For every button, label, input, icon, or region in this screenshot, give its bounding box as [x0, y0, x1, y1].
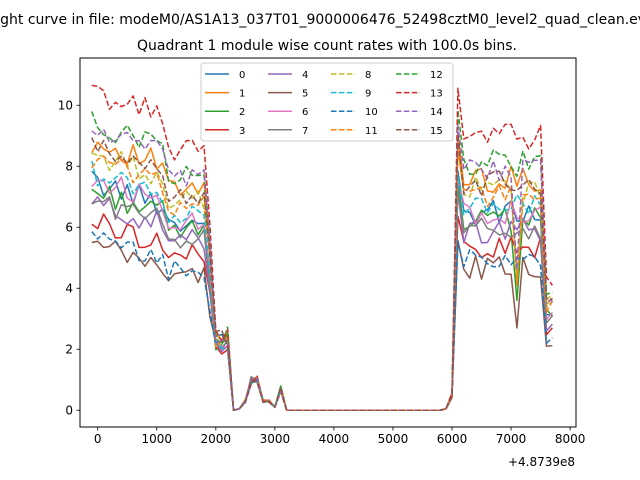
- x-tick-label: 0: [94, 432, 102, 446]
- legend-label-15: 15: [430, 126, 443, 137]
- x-offset-label: +4.8739e8: [508, 455, 575, 469]
- series-line-5: [91, 240, 553, 411]
- legend-label-9: 9: [365, 89, 371, 100]
- y-tick-label: 8: [65, 160, 73, 174]
- legend-label-5: 5: [302, 89, 308, 100]
- legend-label-0: 0: [239, 70, 245, 81]
- y-tick-label: 10: [58, 99, 73, 113]
- chart-title: Quadrant 1 module wise count rates with …: [137, 38, 517, 54]
- x-tick-label: 1000: [141, 432, 172, 446]
- series-line-15: [91, 133, 553, 411]
- series-line-4: [91, 189, 553, 411]
- series-line-9: [91, 160, 553, 411]
- x-tick-label: 5000: [378, 432, 409, 446]
- legend-label-8: 8: [365, 70, 371, 81]
- series-line-11: [91, 149, 554, 411]
- x-axis: 0 1000 2000 3000 4000 5000 6000 7000 8000: [94, 427, 585, 446]
- legend-label-12: 12: [430, 70, 443, 81]
- series-line-14: [91, 124, 553, 411]
- plot-area: [91, 84, 554, 411]
- legend-label-1: 1: [239, 89, 245, 100]
- series-line-12: [91, 109, 553, 411]
- axes-frame: [79, 57, 577, 428]
- chart-suptitle: Light curve in file: modeM0/AS1A13_037T0…: [0, 12, 640, 28]
- y-tick-label: 6: [65, 221, 73, 235]
- x-tick-label: 3000: [260, 432, 291, 446]
- x-tick-label: 4000: [319, 432, 350, 446]
- legend-label-3: 3: [239, 126, 245, 137]
- y-tick-label: 0: [65, 404, 73, 418]
- x-tick-label: 7000: [496, 432, 527, 446]
- legend-label-11: 11: [365, 126, 378, 137]
- y-tick-label: 2: [65, 343, 73, 357]
- legend-label-6: 6: [302, 107, 308, 118]
- legend-label-7: 7: [302, 126, 308, 137]
- x-tick-label: 8000: [555, 432, 586, 446]
- legend-label-4: 4: [302, 70, 308, 81]
- legend-label-13: 13: [430, 89, 443, 100]
- y-axis: 0 2 4 6 8 10: [58, 99, 80, 418]
- legend-box: [200, 62, 454, 142]
- series-line-10: [91, 231, 553, 411]
- legend-label-2: 2: [239, 107, 245, 118]
- x-tick-label: 2000: [201, 432, 232, 446]
- y-tick-label: 4: [65, 282, 73, 296]
- legend-label-10: 10: [365, 107, 378, 118]
- legend-label-14: 14: [430, 107, 443, 118]
- x-tick-label: 6000: [437, 432, 468, 446]
